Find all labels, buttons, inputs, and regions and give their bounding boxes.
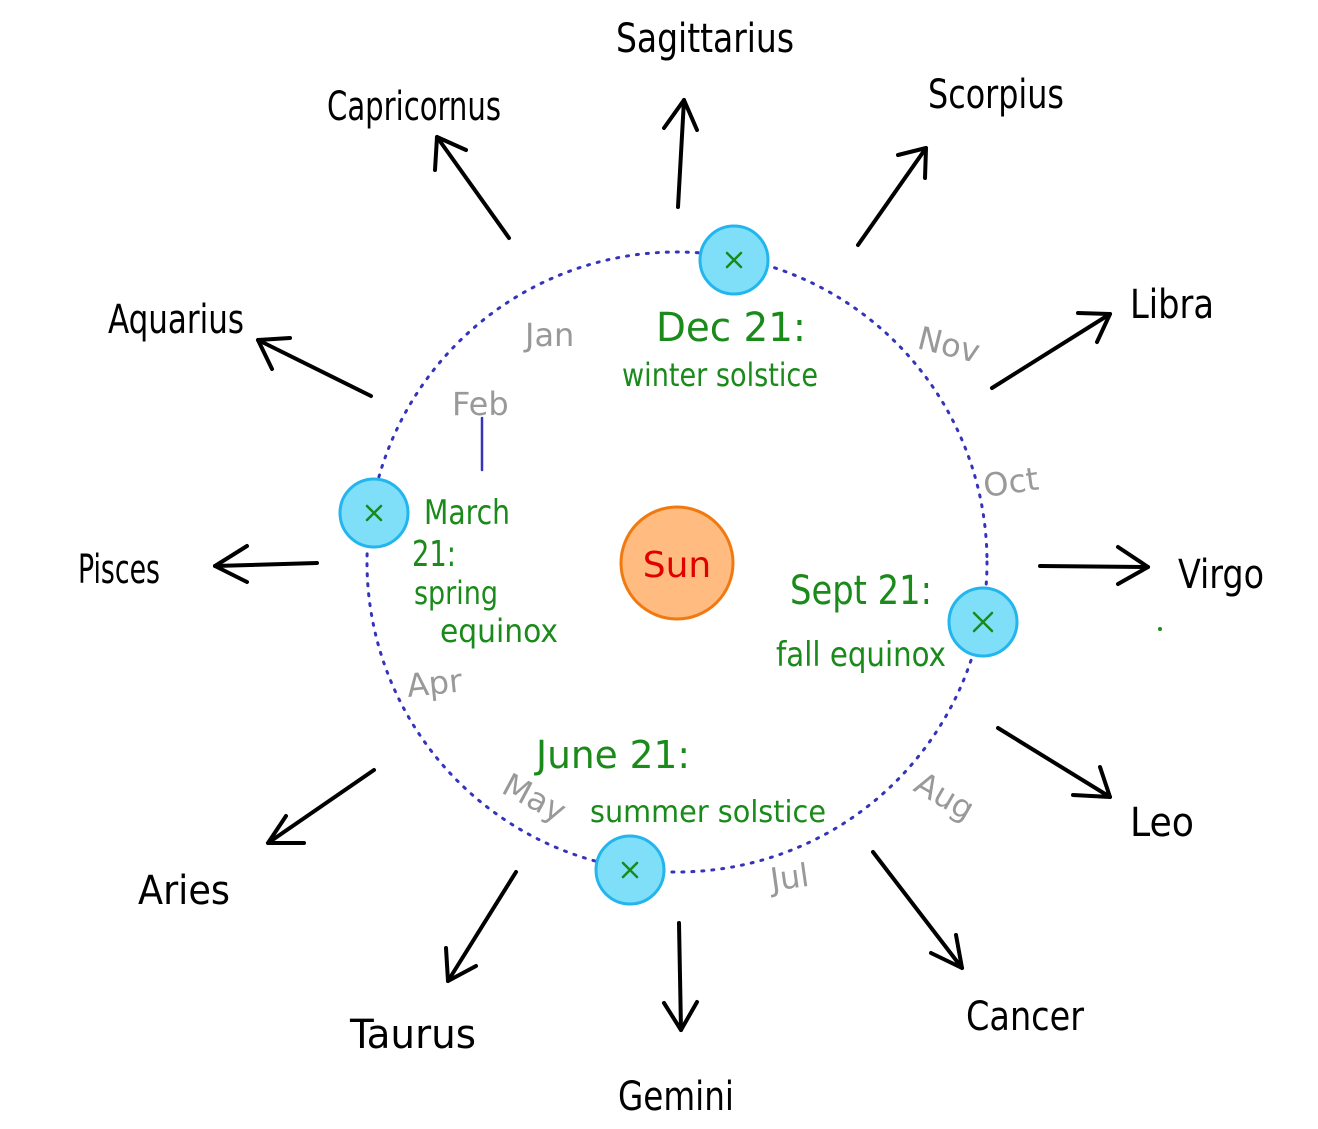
label-libra: Libra	[1130, 282, 1214, 328]
month-labels: Jan Feb Apr May Jul Aug Oct Nov	[405, 316, 1041, 899]
earth-fall-equinox	[947, 586, 1019, 658]
winter-solstice-date: Dec 21:	[656, 305, 806, 351]
arrow-cancer	[871, 850, 964, 970]
month-jan: Jan	[523, 316, 574, 354]
label-aries: Aries	[138, 868, 230, 914]
month-oct: Oct	[981, 460, 1041, 505]
month-nov: Nov	[914, 319, 984, 371]
arrow-libra	[990, 311, 1112, 390]
sun	[619, 505, 735, 621]
arrow-sagittarius	[662, 98, 699, 209]
month-apr: Apr	[405, 661, 465, 705]
arrow-taurus	[444, 870, 518, 983]
fall-equinox-date: Sept 21:	[790, 568, 932, 614]
direction-arrows	[213, 98, 1150, 1032]
arrow-capricornus	[433, 135, 511, 240]
earth-orbit	[365, 250, 989, 874]
spring-equinox-date-line1: March	[424, 493, 510, 533]
earth-positions	[338, 224, 1019, 906]
label-scorpius: Scorpius	[928, 72, 1064, 118]
label-virgo: Virgo	[1178, 552, 1264, 598]
earth-summer-solstice	[594, 834, 666, 906]
summer-solstice-name: summer solstice	[590, 795, 826, 830]
fall-equinox-name: fall equinox	[776, 635, 946, 675]
label-capricornus: Capricornus	[327, 84, 501, 130]
label-gemini: Gemini	[618, 1074, 734, 1120]
month-feb: Feb	[452, 385, 509, 423]
label-cancer: Cancer	[966, 994, 1084, 1040]
label-sagittarius: Sagittarius	[616, 16, 794, 62]
label-aquarius: Aquarius	[108, 297, 244, 343]
label-pisces: Pisces	[78, 547, 160, 593]
stray-dot	[1158, 627, 1162, 631]
label-taurus: Taurus	[349, 1012, 476, 1058]
arrow-leo	[996, 726, 1112, 799]
arrow-aquarius	[256, 336, 373, 398]
spring-equinox-date-line2: 21:	[412, 534, 456, 575]
arrow-virgo	[1038, 545, 1150, 586]
arrow-gemini	[662, 921, 699, 1032]
event-labels: Dec 21: winter solstice March 21: spring…	[412, 305, 946, 830]
earth-spring-equinox	[338, 477, 410, 549]
sun-label: Sun	[643, 545, 711, 586]
earth-winter-solstice	[698, 224, 770, 296]
arrow-pisces	[213, 544, 319, 584]
month-jul: Jul	[766, 856, 812, 899]
constellation-labels: Sagittarius Scorpius Libra Virgo Leo Can…	[78, 16, 1264, 1120]
spring-equinox-name-line1: spring	[414, 574, 498, 612]
winter-solstice-name: winter solstice	[622, 356, 818, 394]
spring-equinox-name-line2: equinox	[440, 612, 558, 650]
arrow-aries	[266, 768, 376, 845]
arrow-scorpius	[856, 146, 928, 247]
month-aug: Aug	[908, 764, 981, 828]
label-leo: Leo	[1130, 800, 1194, 846]
summer-solstice-date: June 21:	[534, 733, 690, 777]
